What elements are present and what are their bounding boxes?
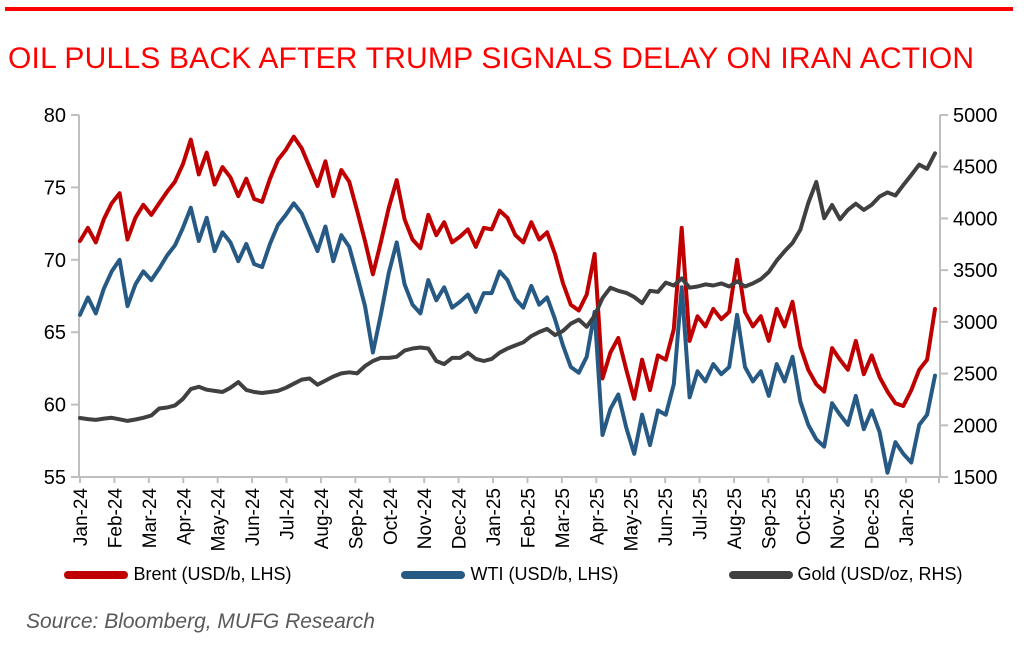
svg-text:Jul-25: Jul-25 — [691, 488, 712, 540]
svg-text:Nov-24: Nov-24 — [415, 488, 436, 550]
legend-item-brent: Brent (USD/b, LHS) — [64, 564, 291, 585]
svg-text:Jun-24: Jun-24 — [243, 488, 264, 547]
x-axis-labels: Jan-24 Feb-24 Mar-24 Apr-24 May-24 Jun-24 Jul-… — [71, 488, 918, 552]
svg-text:2500: 2500 — [953, 364, 998, 386]
svg-text:Aug-25: Aug-25 — [725, 488, 746, 549]
brent-line-marker-icon — [64, 570, 129, 579]
svg-text:Jan-25: Jan-25 — [484, 488, 505, 546]
svg-text:Apr-24: Apr-24 — [174, 488, 195, 545]
svg-text:Nov-25: Nov-25 — [828, 488, 849, 549]
chart-legend: Brent (USD/b, LHS) WTI (USD/b, LHS) Gold… — [0, 564, 1027, 585]
svg-text:Dec-24: Dec-24 — [450, 488, 471, 550]
source-note: Source: Bloomberg, MUFG Research — [26, 610, 375, 633]
svg-text:Oct-24: Oct-24 — [381, 488, 402, 545]
axis-frame — [71, 114, 948, 483]
svg-text:2000: 2000 — [953, 415, 998, 437]
legend-item-gold: Gold (USD/oz, RHS) — [728, 564, 963, 585]
svg-text:Jun-25: Jun-25 — [656, 488, 677, 546]
svg-text:80: 80 — [44, 105, 66, 127]
svg-text:60: 60 — [44, 395, 66, 417]
svg-text:4500: 4500 — [953, 157, 998, 179]
svg-text:4000: 4000 — [953, 208, 998, 230]
wti-line-marker-icon — [401, 570, 466, 579]
wti-line — [78, 201, 937, 475]
right-axis-labels: 5000 4500 4000 3500 3000 2500 2000 1500 — [953, 105, 998, 489]
svg-text:5000: 5000 — [953, 105, 998, 127]
svg-text:Mar-24: Mar-24 — [140, 488, 161, 549]
legend-label-gold: Gold (USD/oz, RHS) — [797, 564, 963, 584]
svg-text:May-25: May-25 — [622, 488, 643, 551]
svg-text:Feb-25: Feb-25 — [518, 488, 539, 548]
svg-text:Jan-26: Jan-26 — [897, 488, 918, 546]
gold-line — [78, 151, 937, 423]
svg-text:Sep-25: Sep-25 — [759, 488, 780, 549]
legend-item-wti: WTI (USD/b, LHS) — [401, 564, 619, 585]
svg-text:Jul-24: Jul-24 — [278, 488, 299, 540]
brent-line — [78, 134, 937, 408]
svg-text:55: 55 — [44, 467, 66, 489]
svg-text:1500: 1500 — [953, 467, 998, 489]
svg-text:Feb-24: Feb-24 — [105, 488, 126, 549]
gold-line-marker-icon — [728, 570, 793, 579]
chart-title: OIL PULLS BACK AFTER TRUMP SIGNALS DELAY… — [8, 42, 975, 75]
svg-text:3000: 3000 — [953, 312, 998, 334]
svg-text:75: 75 — [44, 177, 66, 199]
svg-text:Dec-25: Dec-25 — [863, 488, 884, 549]
svg-text:Mar-25: Mar-25 — [553, 488, 574, 548]
svg-text:Aug-24: Aug-24 — [312, 488, 333, 550]
svg-text:Sep-24: Sep-24 — [346, 488, 367, 550]
svg-text:Oct-25: Oct-25 — [794, 488, 815, 545]
svg-text:May-24: May-24 — [209, 488, 230, 552]
top-accent-bar — [5, 7, 1013, 11]
svg-text:Jan-24: Jan-24 — [71, 488, 92, 547]
left-axis-labels: 80 75 70 65 60 55 — [44, 105, 66, 489]
svg-text:70: 70 — [44, 250, 66, 272]
svg-text:65: 65 — [44, 322, 66, 344]
svg-text:Apr-25: Apr-25 — [587, 488, 608, 545]
legend-label-brent: Brent (USD/b, LHS) — [133, 564, 292, 584]
legend-label-wti: WTI (USD/b, LHS) — [470, 564, 619, 584]
svg-text:3500: 3500 — [953, 260, 998, 282]
